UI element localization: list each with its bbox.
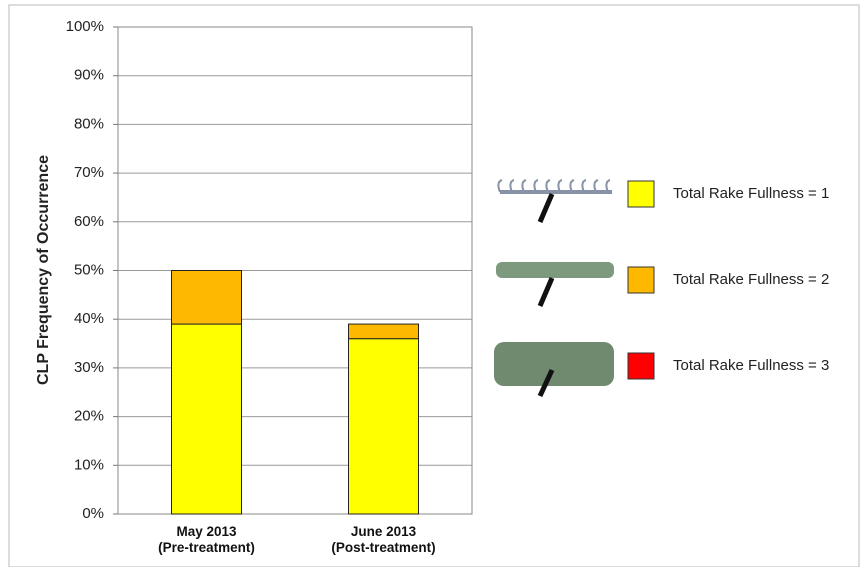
y-tick-label: 60% [74,213,104,230]
x-tick-label: June 2013 (Post-treatment) [331,524,436,555]
bar-segment [348,323,419,340]
y-tick-label: 30% [74,359,104,376]
rake-icon [497,179,612,223]
rake-icon [496,262,614,307]
legend-swatch [627,180,655,208]
y-tick-label: 90% [74,67,104,84]
legend-label: Total Rake Fullness = 1 [673,185,829,202]
legend-swatch [627,266,655,294]
chart-frame [8,4,860,567]
y-tick-label: 40% [74,310,104,327]
bar-segment [171,323,242,515]
rake-icons [494,179,614,398]
y-tick-label: 70% [74,164,104,181]
y-tick-label: 20% [74,408,104,425]
legend-label: Total Rake Fullness = 2 [673,271,829,288]
x-tick-label: May 2013 (Pre-treatment) [158,524,255,555]
y-tick-label: 50% [74,261,104,278]
legend-label: Total Rake Fullness = 3 [673,357,829,374]
plot-frame [117,26,473,515]
y-tick-label: 10% [74,456,104,473]
legend-swatch [627,352,655,380]
y-tick-label: 0% [82,505,104,522]
rake-icon [494,342,614,398]
y-axis-label: CLP Frequency of Occurrence [35,155,52,385]
bar-segment [348,338,419,515]
bar-segment [171,270,242,325]
y-tick-label: 100% [66,18,104,35]
y-tick-label: 80% [74,115,104,132]
